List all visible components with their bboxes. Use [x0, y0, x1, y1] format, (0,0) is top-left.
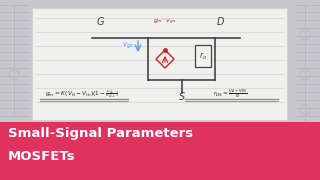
Bar [0, 122, 320, 180]
Text: $r_o$: $r_o$ [199, 50, 207, 62]
Text: D: D [216, 17, 224, 27]
Bar [32, 8, 287, 120]
Text: MOSFETs: MOSFETs [8, 150, 76, 163]
Text: $g_m\cdot v_{gs}$: $g_m\cdot v_{gs}$ [153, 17, 177, 27]
Text: Small-Signal Parameters: Small-Signal Parameters [8, 127, 193, 141]
Text: S: S [179, 92, 185, 102]
Text: $v_{gs}$: $v_{gs}$ [122, 41, 134, 51]
Text: $r_{DS} = \frac{V_A + V_{DS}}{I_D}$: $r_{DS} = \frac{V_A + V_{DS}}{I_D}$ [213, 87, 247, 101]
Bar [195, 45, 211, 67]
Text: $g_m = K\,(V_G - V_{th})(1 - \frac{v_{ds}}{v_{ds,s}})$: $g_m = K\,(V_G - V_{th})(1 - \frac{v_{ds… [45, 88, 119, 100]
Text: G: G [96, 17, 104, 27]
